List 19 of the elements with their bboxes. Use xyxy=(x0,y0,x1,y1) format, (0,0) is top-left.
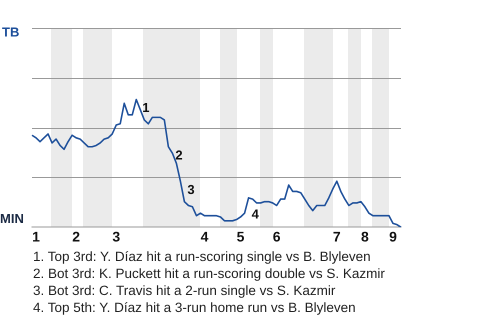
text: TB xyxy=(2,24,20,40)
text: 2. Bot 3rd: K. Puckett hit a run-scoring double vs S. Kazmir xyxy=(33,265,386,282)
annotation: 2 xyxy=(175,147,183,162)
annotation: 4 xyxy=(252,206,260,222)
text: 4. Top 5th: Y. Díaz hit a 3-run home run vs B. Blyleven xyxy=(33,299,357,316)
x-tick-label: 3 xyxy=(112,228,120,244)
x-tick-label: 7 xyxy=(332,228,341,244)
annotation: 1 xyxy=(142,100,150,116)
x-tick-label: 9 xyxy=(389,228,398,244)
x-tick-label: 8 xyxy=(361,228,370,244)
x-tick-label: 1 xyxy=(32,228,40,244)
annotation: 3 xyxy=(187,182,195,197)
text: MIN xyxy=(0,210,24,226)
text: 3. Bot 3rd: C. Travis hit a 2-run single vs S. Kazmir xyxy=(33,282,336,299)
x-tick-label: 4 xyxy=(200,228,209,244)
x-tick-label: 2 xyxy=(72,228,80,244)
text: 1. Top 3rd: Y. Díaz hit a run-scoring single vs B. Blyleven xyxy=(33,248,372,265)
x-tick-label: 6 xyxy=(272,228,281,244)
x-tick-label: 5 xyxy=(236,228,245,244)
